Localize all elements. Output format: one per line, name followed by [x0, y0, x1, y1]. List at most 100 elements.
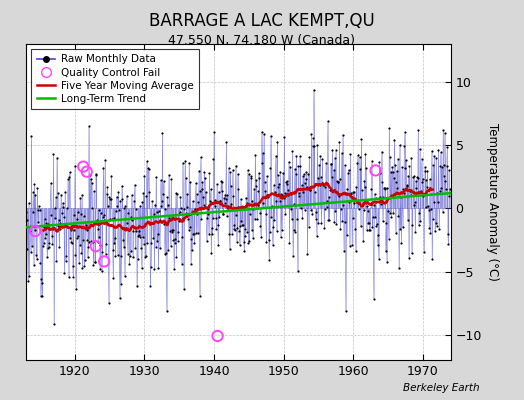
Point — [82, 222, 90, 228]
Point — [32, 252, 40, 258]
Point — [80, 213, 88, 220]
Point — [78, 265, 86, 272]
Point — [205, 169, 214, 176]
Point — [31, 191, 40, 198]
Point — [337, 150, 346, 156]
Point — [179, 215, 188, 222]
Point — [94, 207, 103, 214]
Point — [213, 222, 222, 228]
Point — [143, 240, 151, 246]
Point — [190, 240, 199, 246]
Point — [40, 216, 49, 222]
Point — [396, 226, 405, 232]
Point — [113, 194, 121, 200]
Point — [242, 194, 250, 201]
Point — [122, 193, 130, 199]
Point — [97, 268, 106, 275]
Point — [342, 190, 351, 196]
Point — [143, 158, 151, 164]
Point — [63, 204, 72, 211]
Point — [289, 253, 297, 259]
Point — [331, 155, 339, 162]
Point — [265, 236, 273, 243]
Point — [201, 204, 210, 210]
Point — [57, 192, 65, 198]
Point — [408, 250, 416, 256]
Point — [67, 227, 75, 233]
Point — [81, 219, 90, 225]
Point — [216, 198, 225, 205]
Point — [281, 211, 290, 217]
Point — [296, 153, 304, 159]
Point — [144, 165, 152, 171]
Point — [420, 168, 429, 174]
Point — [442, 163, 451, 169]
Point — [398, 224, 407, 230]
Point — [349, 189, 357, 195]
Point — [416, 218, 424, 225]
Point — [326, 161, 335, 167]
Point — [336, 225, 345, 232]
Point — [132, 206, 140, 213]
Point — [88, 204, 96, 211]
Point — [38, 279, 46, 286]
Point — [148, 220, 157, 226]
Point — [274, 172, 282, 178]
Point — [193, 211, 201, 217]
Point — [106, 216, 114, 222]
Point — [121, 203, 129, 210]
Point — [440, 172, 448, 179]
Point — [133, 283, 141, 290]
Point — [110, 215, 118, 222]
Point — [310, 143, 319, 149]
Point — [375, 159, 384, 166]
Point — [28, 209, 37, 215]
Point — [277, 191, 286, 197]
Point — [363, 203, 372, 210]
Point — [280, 134, 288, 140]
Point — [335, 139, 344, 146]
Point — [181, 158, 189, 164]
Point — [48, 240, 57, 247]
Point — [434, 199, 442, 205]
Point — [266, 228, 274, 235]
Point — [234, 186, 243, 192]
Point — [244, 167, 252, 174]
Point — [334, 193, 343, 200]
Point — [222, 139, 231, 145]
Point — [156, 217, 165, 223]
Point — [43, 254, 51, 260]
Point — [116, 281, 125, 287]
Point — [250, 216, 259, 223]
Point — [125, 227, 133, 233]
Text: Berkeley Earth: Berkeley Earth — [403, 383, 479, 393]
Point — [165, 172, 173, 178]
Point — [169, 227, 177, 234]
Point — [202, 238, 211, 244]
Point — [129, 228, 138, 234]
Point — [124, 210, 133, 216]
Point — [431, 228, 439, 235]
Point — [315, 162, 323, 168]
Point — [278, 227, 286, 234]
Point — [218, 179, 226, 185]
Point — [119, 244, 128, 250]
Point — [206, 186, 215, 192]
Point — [165, 215, 173, 222]
Point — [402, 182, 411, 188]
Point — [118, 183, 126, 189]
Point — [173, 190, 181, 197]
Point — [223, 213, 231, 219]
Point — [155, 208, 163, 214]
Point — [344, 166, 353, 173]
Point — [115, 295, 124, 302]
Point — [363, 227, 371, 234]
Point — [192, 229, 200, 236]
Point — [210, 129, 219, 135]
Point — [417, 188, 425, 194]
Point — [71, 162, 79, 169]
Point — [227, 201, 236, 207]
Point — [72, 286, 80, 292]
Point — [208, 231, 216, 237]
Point — [259, 200, 268, 206]
